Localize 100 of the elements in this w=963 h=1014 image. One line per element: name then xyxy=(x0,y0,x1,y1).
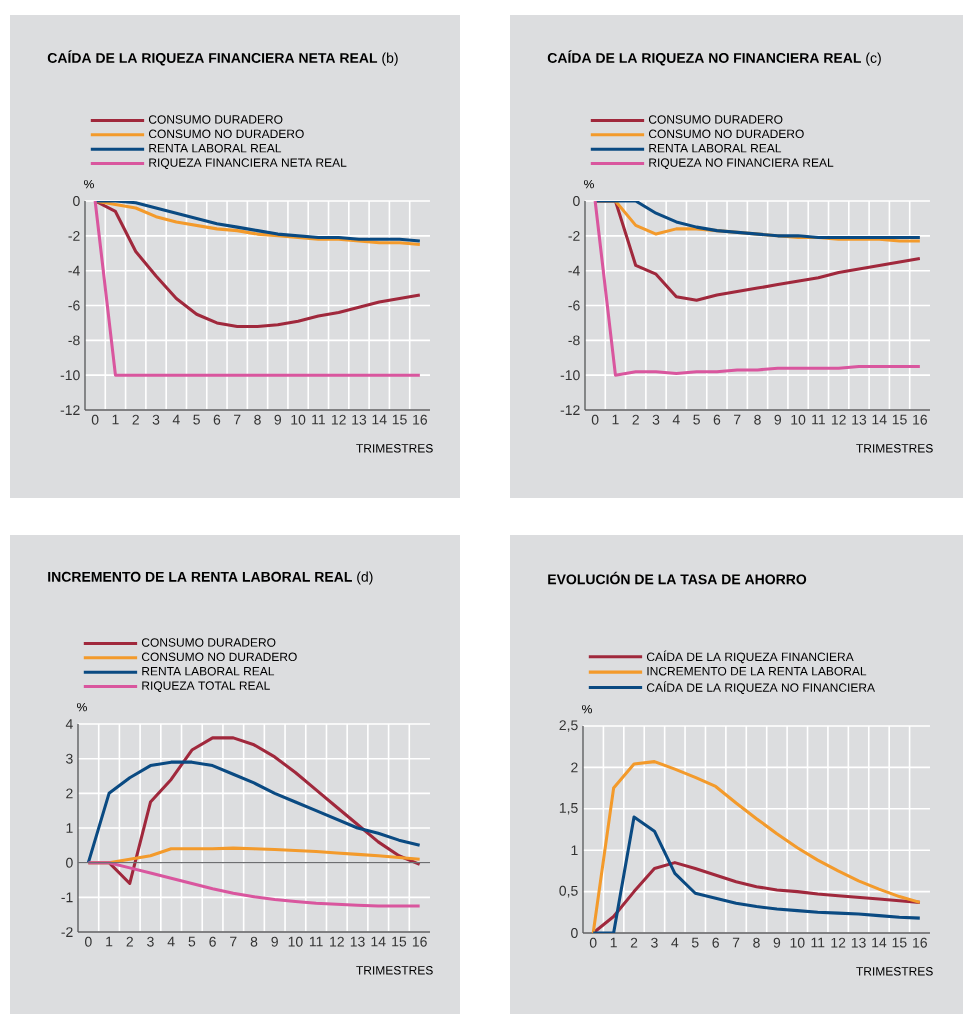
y-tick-label: 2 xyxy=(66,788,73,799)
x-tick-label: 14 xyxy=(872,937,887,948)
x-tick-label: 5 xyxy=(193,414,200,425)
x-axis-title: TRIMESTRES xyxy=(356,444,433,453)
y-axis-title: % xyxy=(584,179,594,189)
x-tick-label: 10 xyxy=(791,414,806,425)
x-tick-label: 14 xyxy=(872,414,887,425)
x-tick-label: 14 xyxy=(371,936,386,947)
x-tick-label: 6 xyxy=(712,937,719,948)
x-tick-label: 15 xyxy=(392,414,407,425)
y-tick-label: 1 xyxy=(66,823,73,833)
x-tick-label: 8 xyxy=(753,937,760,948)
x-axis-title: TRIMESTRES xyxy=(856,967,933,976)
y-tick-label: -10 xyxy=(60,370,80,381)
x-tick-label: 12 xyxy=(831,937,846,948)
legend-label: RENTA LABORAL REAL xyxy=(149,143,282,153)
x-tick-label: 6 xyxy=(213,414,221,425)
y-tick-label: -2 xyxy=(61,927,73,937)
x-tick-label: 9 xyxy=(271,936,278,947)
y-tick-label: -2 xyxy=(568,230,580,241)
chart-title: CAÍDA DE LA RIQUEZA FINANCIERA NETA REAL (b) xyxy=(47,50,398,66)
y-tick-label: 0 xyxy=(73,196,80,206)
x-tick-label: 11 xyxy=(812,414,825,425)
x-tick-label: 5 xyxy=(188,936,196,947)
y-tick-label: 2 xyxy=(571,762,578,773)
x-tick-label: 0 xyxy=(589,937,597,948)
x-tick-label: 0 xyxy=(591,414,599,425)
y-tick-label: 2,5 xyxy=(559,720,578,732)
x-tick-label: 6 xyxy=(209,936,216,947)
x-tick-label: 11 xyxy=(309,936,323,947)
legend-label: CONSUMO NO DURADERO xyxy=(648,129,804,139)
y-tick-label: -1 xyxy=(61,892,73,903)
y-tick-label: 1,5 xyxy=(559,803,578,815)
legend-label: CAÍDA DE LA RIQUEZA NO FINANCIERA xyxy=(646,681,876,694)
x-tick-label: 10 xyxy=(288,936,303,947)
x-tick-label: 4 xyxy=(671,937,679,948)
x-tick-label: 3 xyxy=(152,414,160,425)
legend-label: CONSUMO DURADERO xyxy=(148,115,283,124)
legend-label: RIQUEZA TOTAL REAL xyxy=(142,681,270,692)
y-tick-label: 1 xyxy=(571,845,578,856)
y-tick-label: 0,5 xyxy=(559,885,578,898)
x-tick-label: 3 xyxy=(652,414,660,425)
x-tick-label: 9 xyxy=(773,937,781,948)
x-tick-label: 16 xyxy=(913,414,928,425)
y-tick-label: 0 xyxy=(66,857,73,868)
x-tick-label: 10 xyxy=(790,937,805,948)
legend-label: RENTA LABORAL REAL xyxy=(649,143,782,153)
legend-label: CONSUMO NO DURADERO xyxy=(148,129,304,139)
y-tick-label: 0 xyxy=(573,196,580,206)
y-tick-label: -6 xyxy=(568,300,580,311)
y-tick-label: -10 xyxy=(560,370,580,381)
x-tick-label: 3 xyxy=(651,937,658,948)
x-tick-label: 13 xyxy=(852,414,867,425)
x-axis-title: TRIMESTRES xyxy=(856,444,933,453)
x-tick-label: 9 xyxy=(774,414,782,425)
x-tick-label: 4 xyxy=(672,414,680,425)
legend-label: INCREMENTO DE LA RENTA LABORAL xyxy=(647,666,867,676)
y-tick-label: 0 xyxy=(571,928,578,938)
x-tick-label: 8 xyxy=(254,414,261,425)
x-tick-label: 4 xyxy=(172,414,180,425)
y-tick-label: -6 xyxy=(68,300,80,311)
y-tick-label: -2 xyxy=(68,230,80,241)
x-tick-label: 12 xyxy=(331,414,346,425)
chart-title: INCREMENTO DE LA RENTA LABORAL REAL (d) xyxy=(48,571,373,585)
x-tick-label: 15 xyxy=(892,937,907,948)
x-tick-label: 11 xyxy=(811,937,825,948)
legend-label: CONSUMO DURADERO xyxy=(648,115,783,124)
x-tick-label: 16 xyxy=(913,937,927,948)
legend-label: CONSUMO NO DURADERO xyxy=(141,652,297,662)
x-tick-label: 0 xyxy=(85,936,92,947)
x-tick-label: 1 xyxy=(112,414,119,425)
x-tick-label: 16 xyxy=(412,936,427,947)
x-tick-label: 5 xyxy=(691,937,699,948)
x-tick-label: 1 xyxy=(106,936,113,947)
y-tick-label: -12 xyxy=(560,405,580,415)
x-tick-label: 1 xyxy=(612,414,619,425)
x-tick-label: 8 xyxy=(754,414,761,425)
x-tick-label: 13 xyxy=(350,936,365,947)
x-tick-label: 10 xyxy=(291,414,306,425)
x-tick-label: 13 xyxy=(352,414,367,425)
y-axis-title: % xyxy=(77,702,87,712)
x-tick-label: 7 xyxy=(732,937,740,948)
x-tick-label: 14 xyxy=(372,414,387,425)
legend-label: RIQUEZA NO FINANCIERA REAL xyxy=(649,158,834,169)
line-series xyxy=(591,815,922,934)
legend-label: CONSUMO DURADERO xyxy=(141,638,276,647)
y-tick-label: -12 xyxy=(60,405,80,415)
x-axis-title: TRIMESTRES xyxy=(356,966,433,975)
y-tick-label: 4 xyxy=(65,719,73,729)
legend-label: RENTA LABORAL REAL xyxy=(142,666,275,676)
chart-title: CAÍDA DE LA RIQUEZA NO FINANCIERA REAL (c) xyxy=(547,50,881,66)
x-tick-label: 7 xyxy=(230,936,237,947)
line-series xyxy=(591,760,922,934)
legend-label: RIQUEZA FINANCIERA NETA REAL xyxy=(149,158,347,169)
y-tick-label: -8 xyxy=(68,335,80,346)
y-tick-label: -8 xyxy=(568,335,580,346)
x-tick-label: 6 xyxy=(713,414,721,425)
x-tick-label: 2 xyxy=(632,414,639,425)
y-tick-label: 3 xyxy=(66,753,73,764)
x-tick-label: 11 xyxy=(312,414,325,425)
